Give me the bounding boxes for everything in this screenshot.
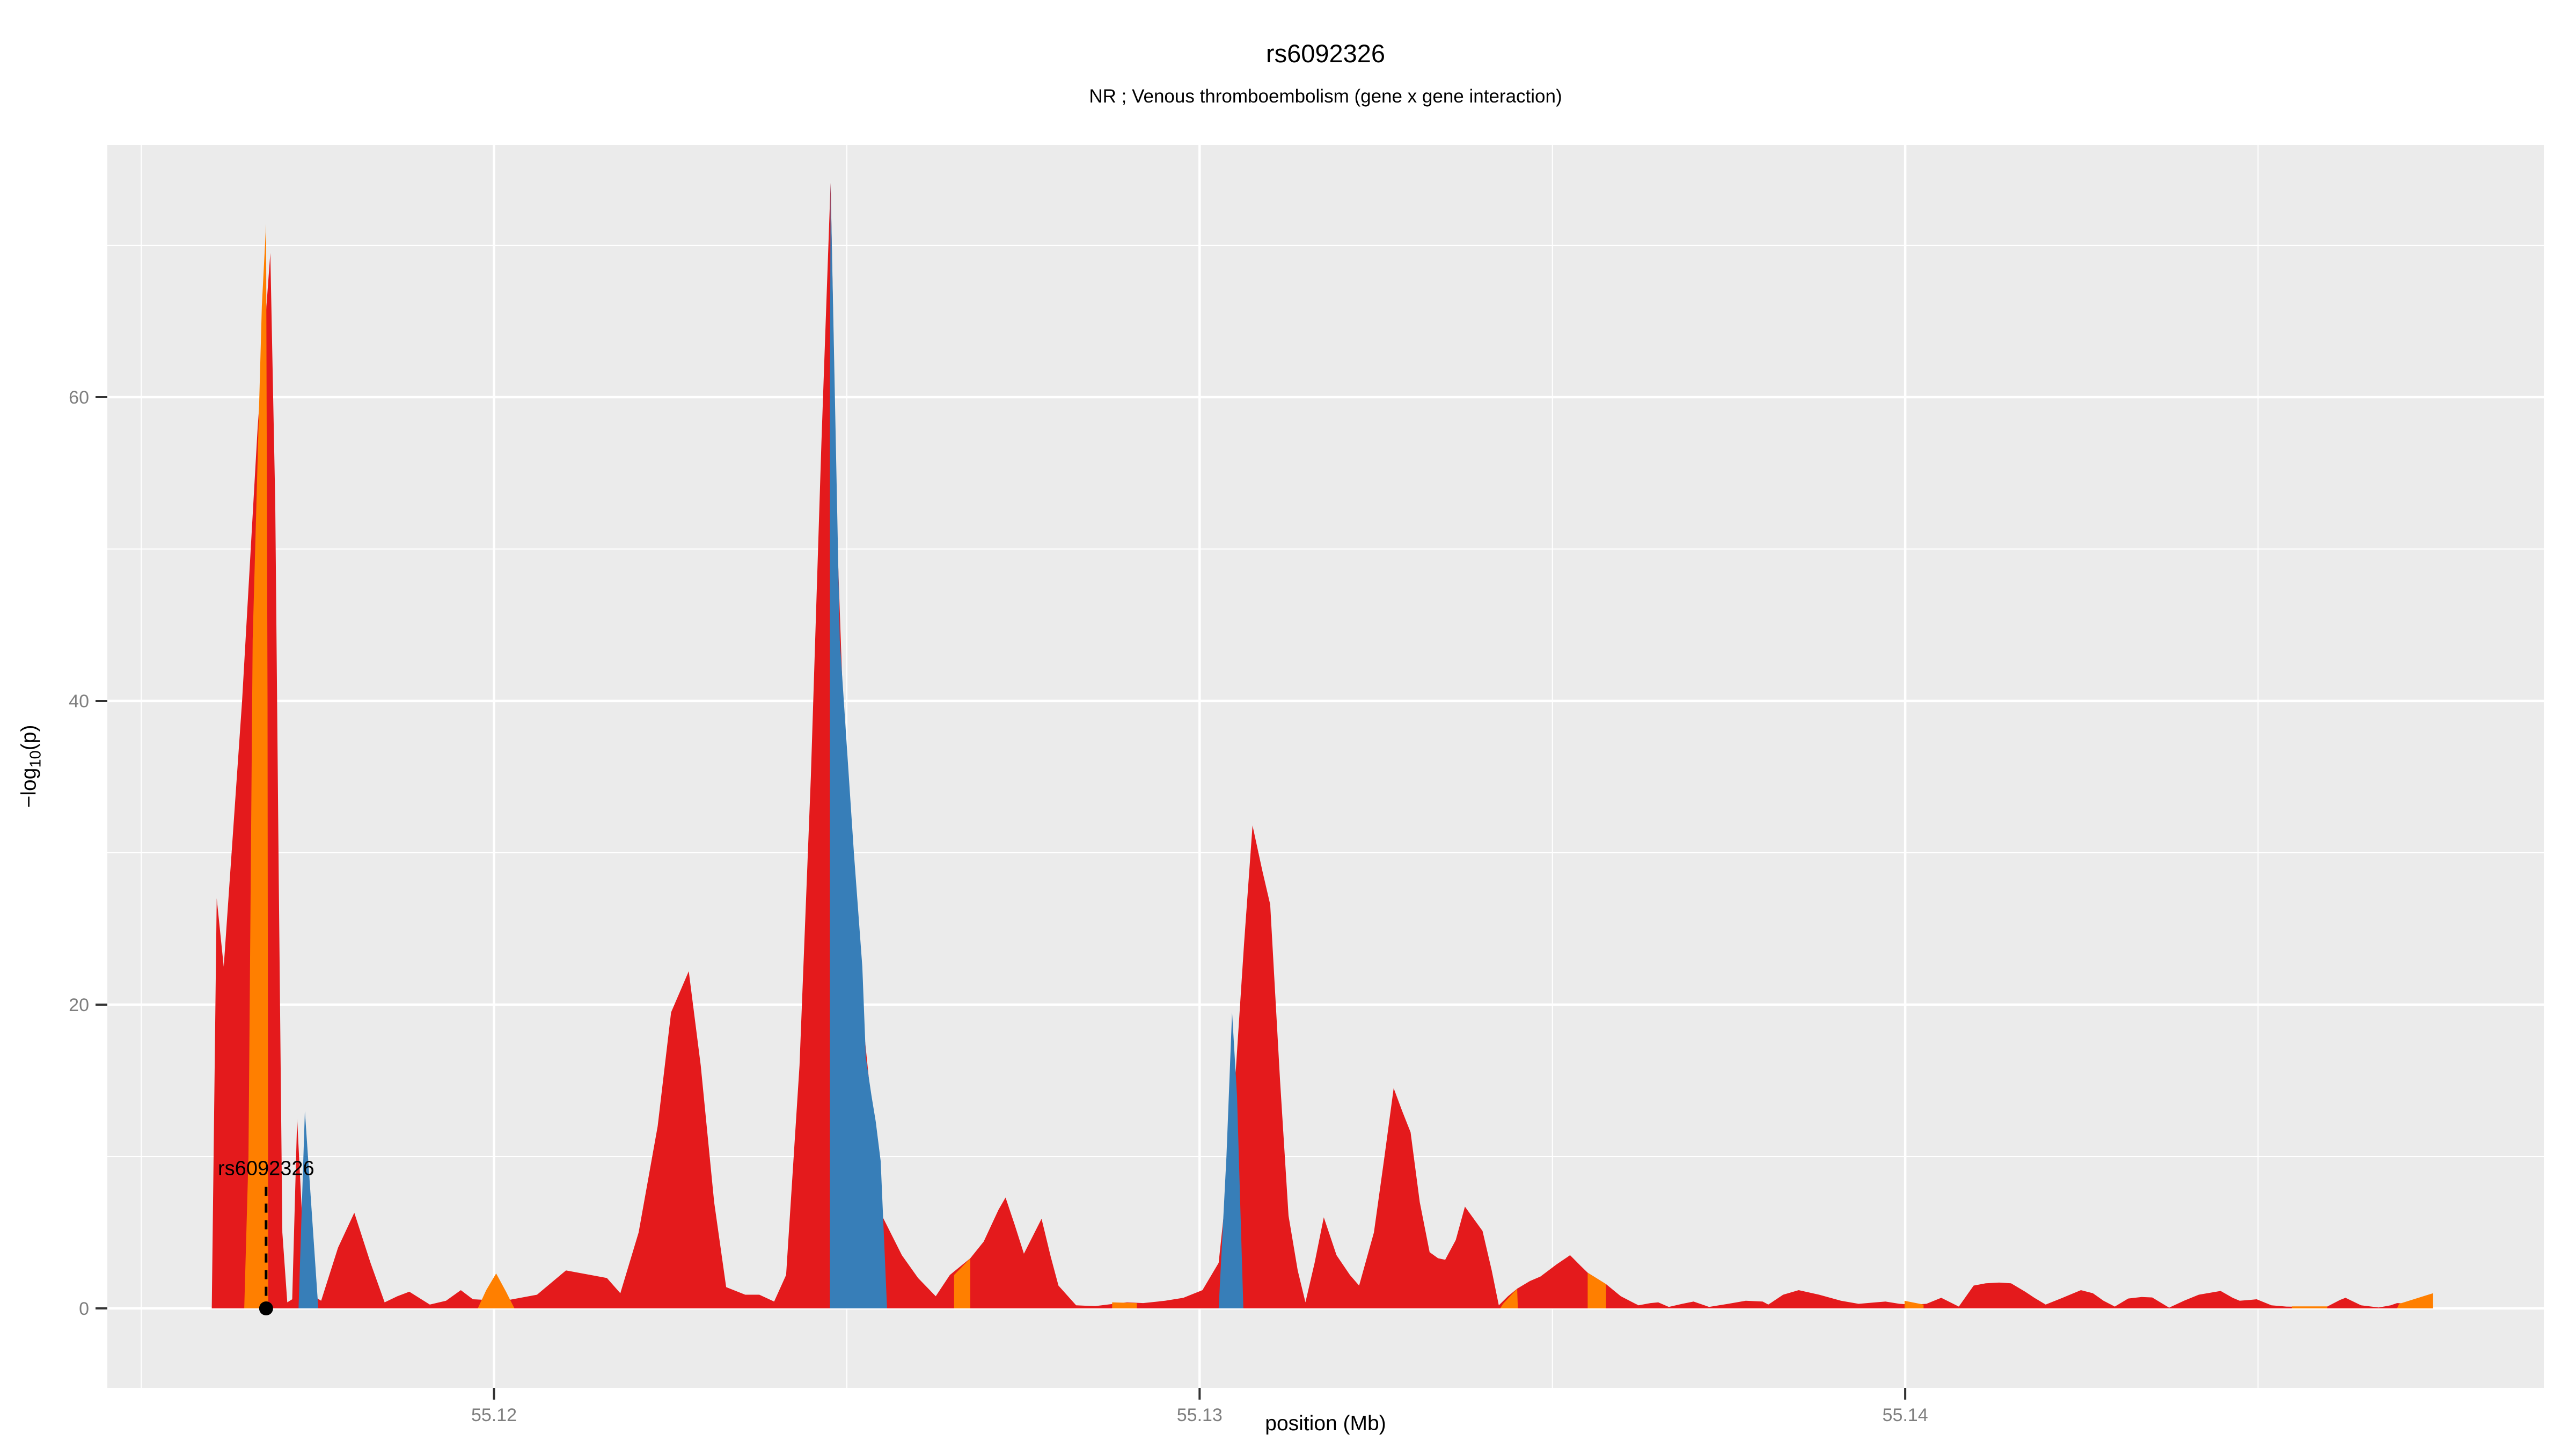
- y-axis-title-subscript: 10: [27, 750, 45, 768]
- area-series-orange: [1112, 1302, 1137, 1308]
- area-series-blue: [830, 183, 887, 1308]
- annotation-label: rs6092326: [218, 1158, 314, 1180]
- area-series-blue: [1218, 1012, 1243, 1308]
- x-axis-title: position (Mb): [1265, 1412, 1386, 1435]
- y-axis-title: −log10(p): [18, 725, 45, 808]
- x-axis-tick-label: 55.12: [471, 1405, 517, 1425]
- x-axis-tick-label: 55.14: [1883, 1405, 1928, 1425]
- area-series-orange: [478, 1273, 515, 1308]
- annotation-point: [259, 1301, 273, 1315]
- y-axis-tick-label: 60: [69, 387, 89, 408]
- y-axis-tick-label: 0: [79, 1299, 89, 1319]
- area-series-orange: [244, 224, 268, 1308]
- area-series-orange: [954, 1258, 970, 1308]
- plot-panel: [107, 145, 2544, 1388]
- y-axis-title-prefix: −log: [17, 767, 41, 808]
- area-series-orange: [1587, 1272, 1606, 1308]
- area-series-orange: [2292, 1306, 2328, 1308]
- area-series-orange: [1904, 1300, 1924, 1308]
- x-axis-tick-label: 55.13: [1177, 1405, 1223, 1425]
- area-series-orange: [2397, 1293, 2433, 1308]
- y-axis-title-suffix: (p): [17, 724, 41, 751]
- area-series-orange: [1500, 1289, 1518, 1308]
- y-axis-tick-label: 20: [69, 995, 89, 1015]
- page-title: rs6092326: [1265, 39, 1386, 68]
- y-axis-tick-label: 40: [69, 691, 89, 712]
- plot-subtitle: NR ; Venous thromboembolism (gene x gene…: [1089, 86, 1562, 107]
- area-series-blue: [298, 1111, 319, 1308]
